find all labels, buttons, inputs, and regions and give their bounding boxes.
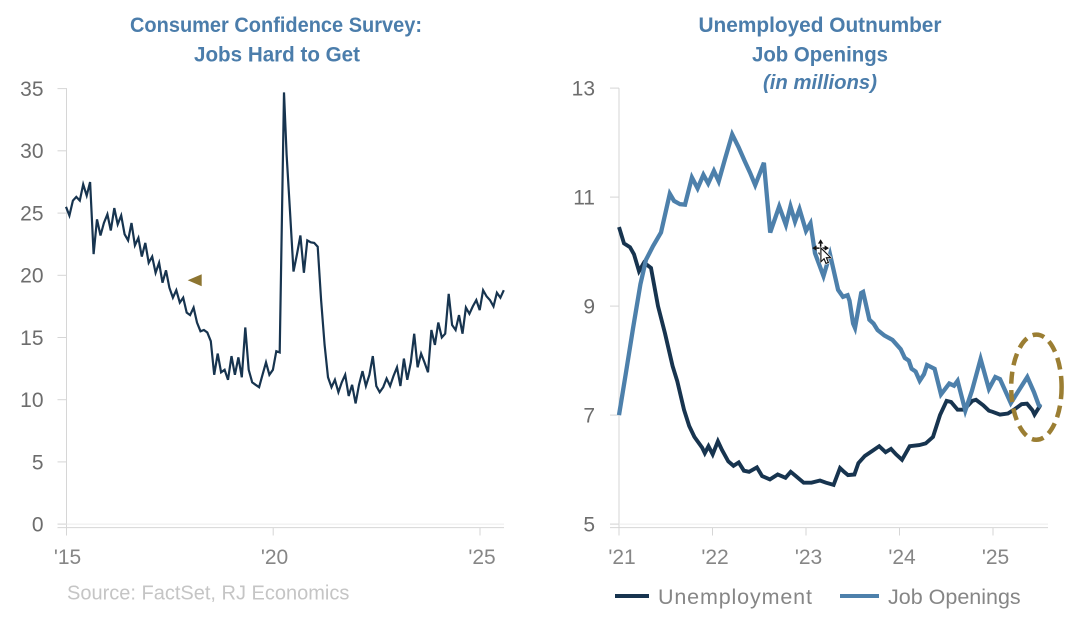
svg-text:35: 35 bbox=[20, 78, 43, 101]
svg-text:'25: '25 bbox=[468, 546, 495, 569]
svg-text:20: 20 bbox=[20, 265, 43, 288]
svg-text:'20: '20 bbox=[261, 546, 288, 569]
svg-text:0: 0 bbox=[32, 514, 44, 537]
svg-text:'25: '25 bbox=[982, 546, 1009, 569]
svg-text:5: 5 bbox=[583, 514, 595, 537]
svg-text:5: 5 bbox=[32, 451, 44, 474]
svg-text:'22: '22 bbox=[701, 546, 728, 569]
svg-text:Source: FactSet, RJ Economics: Source: FactSet, RJ Economics bbox=[67, 583, 349, 605]
svg-text:30: 30 bbox=[20, 140, 43, 163]
svg-text:Unemployed Outnumber: Unemployed Outnumber bbox=[699, 13, 943, 37]
svg-text:Consumer Confidence Survey:: Consumer Confidence Survey: bbox=[130, 13, 422, 37]
svg-text:11: 11 bbox=[573, 187, 595, 210]
svg-text:Job Openings: Job Openings bbox=[888, 585, 1021, 609]
svg-text:13: 13 bbox=[572, 78, 595, 101]
svg-text:7: 7 bbox=[583, 405, 595, 428]
svg-text:9: 9 bbox=[583, 296, 595, 319]
svg-text:25: 25 bbox=[20, 203, 43, 226]
svg-text:'24: '24 bbox=[888, 546, 916, 569]
svg-text:Jobs Hard to Get: Jobs Hard to Get bbox=[194, 43, 360, 67]
svg-text:'23: '23 bbox=[795, 546, 822, 569]
svg-text:Unemployment: Unemployment bbox=[658, 585, 813, 609]
svg-text:(in millions): (in millions) bbox=[763, 71, 877, 94]
svg-text:'21: '21 bbox=[608, 546, 635, 569]
svg-text:10: 10 bbox=[20, 389, 43, 412]
svg-text:15: 15 bbox=[20, 327, 43, 350]
svg-text:Job Openings: Job Openings bbox=[752, 43, 888, 67]
svg-text:'15: '15 bbox=[54, 546, 81, 569]
